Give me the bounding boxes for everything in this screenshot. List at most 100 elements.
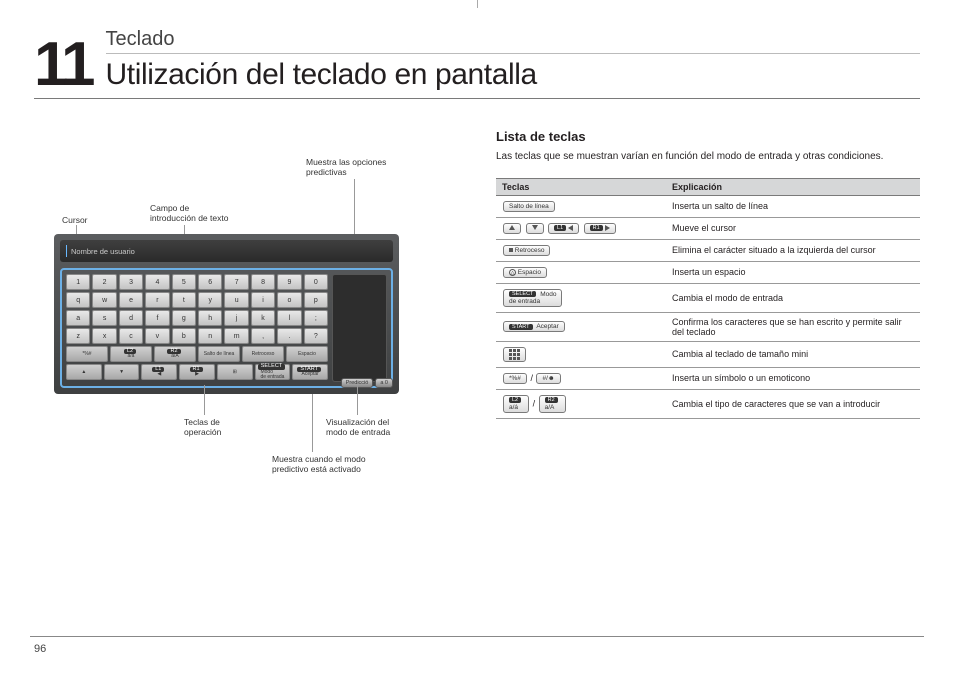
keyboard-preview-pane xyxy=(332,274,387,382)
table-row: Salto de líneaInserta un salto de línea xyxy=(496,195,920,217)
key: 6 xyxy=(198,274,222,290)
table-header-exp: Explicación xyxy=(666,178,920,195)
table-row: *%# / #/☻Inserta un símbolo o un emotico… xyxy=(496,367,920,389)
chapter-number: 11 xyxy=(34,39,92,92)
table-row: SELECT Modode entradaCambia el modo de e… xyxy=(496,283,920,312)
cell-exp: Elimina el carácter situado a la izquier… xyxy=(666,239,920,261)
cell-exp: Mueve el cursor xyxy=(666,217,920,239)
cursor-indicator-icon xyxy=(66,245,67,257)
key: 8 xyxy=(251,274,275,290)
key: z xyxy=(66,328,90,344)
key: y xyxy=(198,292,222,308)
key: i xyxy=(251,292,275,308)
op-key: *%# xyxy=(66,346,108,362)
cell-key: START Aceptar xyxy=(496,312,666,341)
table-row: L2a/á / R2a/ACambia el tipo de caractere… xyxy=(496,389,920,418)
bottom-key: L1◀ xyxy=(141,364,177,380)
key: c xyxy=(119,328,143,344)
key: h xyxy=(198,310,222,326)
callout-mode-vis: Visualización del modo de entrada xyxy=(326,417,390,437)
chapter-category: Teclado xyxy=(106,28,920,54)
footer-rule xyxy=(30,636,924,637)
key: j xyxy=(224,310,248,326)
cell-exp: Inserta un espacio xyxy=(666,261,920,283)
table-row: RetrocesoElimina el carácter situado a l… xyxy=(496,239,920,261)
key: l xyxy=(277,310,301,326)
key: t xyxy=(172,292,196,308)
key: ; xyxy=(304,310,328,326)
table-row: START AceptarConfirma los caracteres que… xyxy=(496,312,920,341)
cell-exp: Cambia el tipo de caracteres que se van … xyxy=(666,389,920,418)
keyboard-inputbar: Nombre de usuario xyxy=(60,240,393,262)
op-key: R2a/A xyxy=(154,346,196,362)
callout-predictive-options: Muestra las opciones predictivas xyxy=(306,157,386,177)
key: m xyxy=(224,328,248,344)
cell-key: *%# / #/☻ xyxy=(496,367,666,389)
bottom-key: SELECTModo de entrada xyxy=(255,364,291,380)
bottom-key: ⊞ xyxy=(217,364,253,380)
op-key: Salto de línea xyxy=(198,346,240,362)
key: r xyxy=(145,292,169,308)
op-key: Retroceso xyxy=(242,346,284,362)
cell-key: Retroceso xyxy=(496,239,666,261)
cell-key: L1 R1 xyxy=(496,217,666,239)
key: u xyxy=(224,292,248,308)
bottom-key: R1▶ xyxy=(179,364,215,380)
key: v xyxy=(145,328,169,344)
cell-exp: Confirma los caracteres que se han escri… xyxy=(666,312,920,341)
key: 1 xyxy=(66,274,90,290)
callout-predictive-on: Muestra cuando el modo predictivo está a… xyxy=(272,454,366,474)
keyboard-keygrid: 1234567890qwertyuiopasdfghjkl;zxcvbnm,.?… xyxy=(66,274,328,382)
key: d xyxy=(119,310,143,326)
input-field-label: Nombre de usuario xyxy=(71,247,135,256)
key: f xyxy=(145,310,169,326)
cell-key xyxy=(496,341,666,367)
key: o xyxy=(277,292,301,308)
table-row: Cambia al teclado de tamaño mini xyxy=(496,341,920,367)
op-key: L2a/á xyxy=(110,346,152,362)
key: ? xyxy=(304,328,328,344)
key: n xyxy=(198,328,222,344)
key: b xyxy=(172,328,196,344)
key: p xyxy=(304,292,328,308)
table-row: L1 R1Mueve el cursor xyxy=(496,217,920,239)
key: x xyxy=(92,328,116,344)
key: 0 xyxy=(304,274,328,290)
bottom-key: STARTAceptar xyxy=(292,364,328,380)
table-header-keys: Teclas xyxy=(496,178,666,195)
cell-exp: Inserta un símbolo o un emoticono xyxy=(666,367,920,389)
key: 5 xyxy=(172,274,196,290)
callout-op-keys: Teclas de operación xyxy=(184,417,221,437)
key: 7 xyxy=(224,274,248,290)
chapter-header: 11 Teclado Utilización del teclado en pa… xyxy=(34,28,920,99)
cell-key: L2a/á / R2a/A xyxy=(496,389,666,418)
key: w xyxy=(92,292,116,308)
cell-key: Salto de línea xyxy=(496,195,666,217)
key: s xyxy=(92,310,116,326)
callout-cursor: Cursor xyxy=(62,215,88,225)
section-title: Lista de teclas xyxy=(496,129,920,144)
onscreen-keyboard: Nombre de usuario 1234567890qwertyuiopas… xyxy=(54,234,399,394)
mode-badge: a 0 xyxy=(375,378,393,388)
cell-key: SELECT Modode entrada xyxy=(496,283,666,312)
key: 9 xyxy=(277,274,301,290)
bottom-key: ▲ xyxy=(66,364,102,380)
page-number: 96 xyxy=(34,643,46,655)
key: g xyxy=(172,310,196,326)
chapter-title: Utilización del teclado en pantalla xyxy=(106,58,920,92)
key-table: Teclas Explicación Salto de líneaInserta… xyxy=(496,178,920,419)
callout-field: Campo de introducción de texto xyxy=(150,203,228,223)
key: 3 xyxy=(119,274,143,290)
keyboard-diagram: Cursor Campo de introducción de texto Mu… xyxy=(54,129,484,509)
cell-exp: Cambia el modo de entrada xyxy=(666,283,920,312)
key: q xyxy=(66,292,90,308)
op-key: Espacio xyxy=(286,346,328,362)
key: e xyxy=(119,292,143,308)
cell-key: △ Espacio xyxy=(496,261,666,283)
cell-exp: Inserta un salto de línea xyxy=(666,195,920,217)
bottom-key: ▼ xyxy=(104,364,140,380)
section-desc: Las teclas que se muestran varían en fun… xyxy=(496,150,920,164)
cell-exp: Cambia al teclado de tamaño mini xyxy=(666,341,920,367)
key: a xyxy=(66,310,90,326)
key: 2 xyxy=(92,274,116,290)
